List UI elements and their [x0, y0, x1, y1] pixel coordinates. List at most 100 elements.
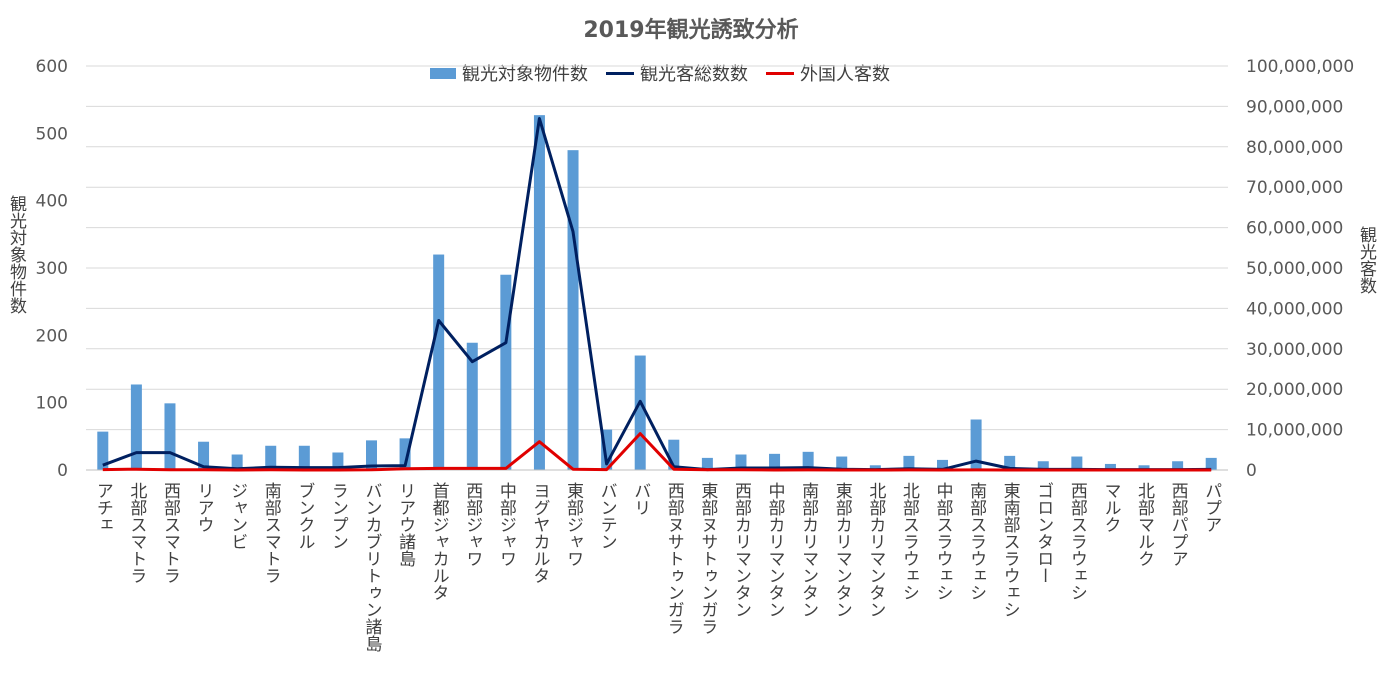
bar: [97, 431, 109, 470]
x-tick-label: 北部スラウェシ: [899, 482, 920, 601]
bar: [601, 429, 613, 470]
x-tick-label: ランプン: [328, 482, 348, 550]
bar: [164, 403, 176, 470]
y-tick-label-right: 50,000,000: [1246, 259, 1343, 279]
bar: [802, 451, 814, 470]
bar: [1037, 461, 1049, 470]
series-line-foreign-visitors: [102, 432, 1212, 472]
bar: [1004, 455, 1016, 470]
y-tick-label-left: 0: [57, 461, 68, 481]
x-tick-label: 中部ジャワ: [496, 482, 516, 567]
x-tick-label: 西部ヌサトゥンガラ: [664, 482, 685, 635]
x-tick-label: 中部カリマンタン: [765, 482, 786, 618]
y-tick-label-left: 100: [36, 394, 68, 414]
bar: [1205, 457, 1217, 470]
x-tick-label: 首都ジャカルタ: [429, 482, 450, 601]
x-tick-label: 西部パプア: [1168, 482, 1189, 567]
x-tick-label: 西部スマトラ: [160, 482, 181, 584]
bar: [701, 457, 713, 470]
x-tick-label: 北部マルク: [1134, 482, 1155, 567]
x-tick-label: ヨグヤカルタ: [529, 482, 549, 584]
bar: [634, 355, 646, 470]
x-tick-label: アチェ: [93, 482, 113, 533]
y-tick-label-left: 600: [36, 57, 68, 77]
bar: [567, 150, 579, 470]
y-tick-label-left: 500: [36, 124, 68, 144]
x-tick-label: マルク: [1100, 482, 1120, 533]
bar: [198, 441, 210, 470]
bar: [130, 384, 142, 470]
x-tick-label: 西部ジャワ: [462, 482, 483, 567]
bar: [433, 254, 445, 470]
x-tick-label: リアウ諸島: [395, 482, 416, 568]
x-tick-label: 西部スラウェシ: [1067, 482, 1088, 601]
x-tick-label: 北部スマトラ: [126, 482, 147, 584]
y-tick-label-right: 90,000,000: [1246, 97, 1343, 117]
x-tick-label: 東南部スラウェシ: [1000, 482, 1021, 618]
y-tick-label-left: 200: [36, 326, 68, 346]
y-tick-label-right: 70,000,000: [1246, 178, 1343, 198]
bar: [366, 440, 377, 470]
bar: [735, 454, 747, 470]
x-tick-label: 南部スマトラ: [261, 482, 282, 584]
y-tick-label-right: 30,000,000: [1246, 340, 1343, 360]
y-tick-label-right: 10,000,000: [1246, 421, 1343, 441]
legend: 観光対象物件数 観光客総数数 外国人客数: [430, 60, 908, 86]
series-line-total-visitors: [102, 117, 1212, 472]
x-tick-label: ゴロンタロー: [1033, 482, 1053, 584]
bar: [298, 445, 310, 470]
bar: [903, 455, 915, 470]
y-tick-label-right: 40,000,000: [1246, 299, 1343, 319]
x-tick-label: 東部ジャワ: [563, 482, 584, 567]
y-axis-title-left: 観光対象物件数: [6, 195, 26, 314]
legend-label-bars: 観光対象物件数: [462, 64, 588, 85]
x-tick-label: 東部カリマンタン: [832, 482, 853, 618]
legend-swatch-bars: [430, 67, 456, 79]
legend-item-foreign-visitors: 外国人客数: [766, 60, 890, 86]
x-tick-label: 北部カリマンタン: [865, 482, 886, 618]
x-tick-label: バンカブリトゥン諸島: [362, 482, 383, 653]
bar: [265, 445, 277, 470]
x-tick-label: リアウ: [194, 482, 214, 533]
bar: [1104, 463, 1116, 470]
y-tick-label-right: 100,000,000: [1246, 57, 1354, 77]
bar: [500, 274, 512, 470]
bar: [836, 456, 848, 470]
x-tick-label: ブンクル: [294, 482, 314, 550]
x-tick-label: 南部カリマンタン: [798, 482, 819, 618]
bar: [1138, 465, 1150, 470]
legend-item-total-visitors: 観光客総数数: [606, 60, 748, 86]
x-tick-label: 東部ヌサトゥンガラ: [697, 482, 718, 635]
y-tick-label-left: 400: [36, 192, 68, 212]
bar: [970, 419, 982, 470]
bar: [769, 453, 781, 470]
x-tick-label: バリ: [630, 482, 650, 516]
x-tick-label: パプア: [1201, 482, 1221, 533]
legend-swatch-total-visitors: [606, 71, 634, 75]
bar: [869, 465, 881, 470]
y-tick-label-left: 300: [36, 259, 68, 279]
bar: [231, 454, 243, 470]
y-axis-title-right: 観光客数: [1356, 226, 1376, 294]
bar: [332, 452, 344, 470]
bar: [1172, 461, 1184, 470]
x-tick-label: ジャンビ: [227, 482, 247, 550]
legend-item-bars: 観光対象物件数: [430, 60, 588, 86]
chart-title: 2019年観光誘致分析: [583, 18, 799, 43]
legend-swatch-foreign-visitors: [766, 71, 794, 75]
legend-label-foreign-visitors: 外国人客数: [800, 64, 890, 85]
y-tick-label-right: 80,000,000: [1246, 138, 1343, 158]
bar: [1071, 456, 1083, 470]
x-tick-label: バンテン: [597, 482, 617, 550]
y-tick-label-right: 20,000,000: [1246, 380, 1343, 400]
bar: [937, 459, 948, 470]
x-tick-label: 南部スラウェシ: [966, 482, 987, 601]
bar: [668, 439, 680, 470]
y-tick-label-right: 0: [1246, 461, 1257, 481]
x-tick-label: 中部スラウェシ: [933, 482, 954, 601]
x-tick-label: 西部カリマンタン: [731, 482, 752, 618]
legend-label-total-visitors: 観光客総数数: [640, 64, 748, 85]
bar: [399, 438, 411, 470]
